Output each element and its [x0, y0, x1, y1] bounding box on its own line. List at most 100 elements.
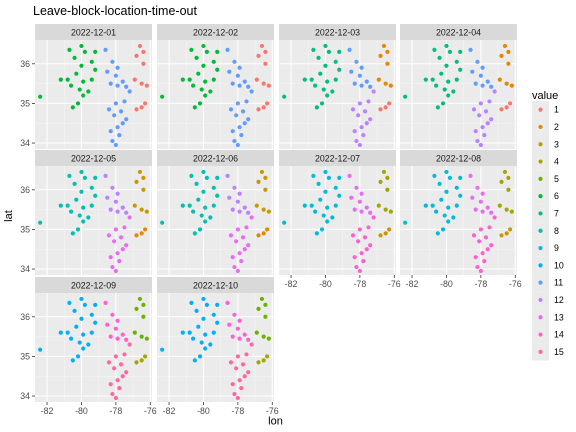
- data-point: [113, 354, 118, 359]
- data-point: [378, 179, 383, 184]
- data-point: [108, 334, 113, 339]
- data-point: [240, 235, 246, 240]
- data-point: [141, 49, 146, 54]
- data-point: [330, 89, 335, 94]
- data-point: [359, 191, 364, 196]
- data-point: [70, 358, 75, 363]
- data-point: [117, 133, 122, 138]
- data-point: [38, 94, 43, 99]
- legend-swatch: [538, 349, 543, 354]
- panel-background: [400, 166, 517, 275]
- data-point: [72, 181, 77, 186]
- data-point: [437, 181, 442, 186]
- data-point: [447, 49, 452, 54]
- data-point: [208, 215, 213, 220]
- data-point: [108, 207, 113, 212]
- data-point: [477, 239, 482, 244]
- x-tick-label: -78: [354, 279, 367, 289]
- facet-panel: 2022-12-02: [157, 24, 274, 149]
- data-point: [366, 99, 371, 104]
- data-point: [194, 308, 199, 313]
- data-point: [180, 330, 185, 335]
- y-tick-label: 36: [20, 185, 30, 195]
- data-point: [499, 53, 504, 58]
- data-point: [124, 117, 129, 122]
- data-point: [437, 55, 442, 60]
- y-axes: 34 35 36 34 35 36 34 35 36: [20, 59, 35, 401]
- data-point: [263, 187, 268, 192]
- data-point: [81, 332, 86, 337]
- y-tick-label: 35: [20, 224, 30, 234]
- data-point: [81, 79, 86, 84]
- facet-strip-label: 2022-12-04: [436, 28, 481, 38]
- facet-strip-label: 2022-12-01: [71, 28, 116, 38]
- data-point: [483, 235, 489, 240]
- legend-label: 2: [554, 122, 559, 132]
- data-point: [385, 187, 390, 192]
- data-point: [160, 94, 165, 99]
- data-point: [187, 330, 192, 335]
- data-point: [65, 330, 70, 335]
- data-point: [325, 219, 330, 224]
- panel-background: [400, 40, 517, 149]
- data-point: [263, 175, 268, 180]
- data-point: [203, 205, 208, 210]
- data-point: [349, 69, 354, 74]
- data-point: [141, 314, 146, 319]
- legend-label: 9: [554, 243, 559, 253]
- chart-title: Leave-block-location-time-out: [33, 4, 197, 18]
- data-point: [79, 296, 84, 302]
- data-point: [235, 268, 240, 274]
- data-point: [337, 49, 342, 54]
- data-point: [368, 117, 373, 122]
- data-point: [478, 199, 483, 204]
- data-point: [93, 193, 98, 198]
- legend-label: 15: [554, 347, 564, 357]
- x-tick-label: -78: [110, 406, 123, 416]
- legend-swatch: [538, 245, 543, 251]
- data-point: [235, 73, 240, 78]
- data-point: [208, 342, 213, 347]
- data-point: [103, 300, 108, 306]
- data-point: [477, 113, 482, 118]
- data-point: [215, 175, 220, 180]
- x-tick-label: -80: [197, 406, 210, 416]
- data-point: [357, 142, 362, 148]
- data-point: [261, 105, 266, 110]
- data-point: [237, 125, 242, 130]
- legend-label: 7: [554, 208, 559, 218]
- data-point: [117, 386, 122, 391]
- data-point: [434, 83, 439, 88]
- x-tick-label: -76: [509, 279, 522, 289]
- facet-panel: 2022-12-04: [400, 24, 517, 149]
- data-point: [74, 324, 79, 329]
- data-point: [504, 231, 509, 236]
- data-point: [82, 302, 87, 307]
- data-point: [333, 185, 338, 190]
- data-point: [385, 175, 390, 180]
- data-point: [454, 203, 459, 208]
- data-point: [232, 312, 237, 317]
- data-point: [478, 268, 483, 274]
- data-point: [113, 268, 118, 274]
- data-point: [383, 231, 388, 236]
- data-point: [134, 306, 139, 311]
- data-point: [246, 84, 251, 89]
- data-point: [319, 227, 325, 232]
- data-point: [256, 53, 261, 58]
- data-point: [139, 105, 144, 110]
- data-point: [113, 73, 118, 78]
- data-point: [110, 185, 115, 190]
- data-point: [359, 209, 364, 214]
- data-point: [230, 382, 235, 387]
- data-point: [473, 207, 478, 212]
- facet-strip: [279, 150, 396, 166]
- data-point: [227, 69, 232, 74]
- data-point: [189, 47, 194, 53]
- data-point: [239, 386, 244, 391]
- data-point: [105, 195, 110, 200]
- data-point: [228, 107, 234, 112]
- data-point: [368, 243, 373, 248]
- data-point: [203, 79, 208, 84]
